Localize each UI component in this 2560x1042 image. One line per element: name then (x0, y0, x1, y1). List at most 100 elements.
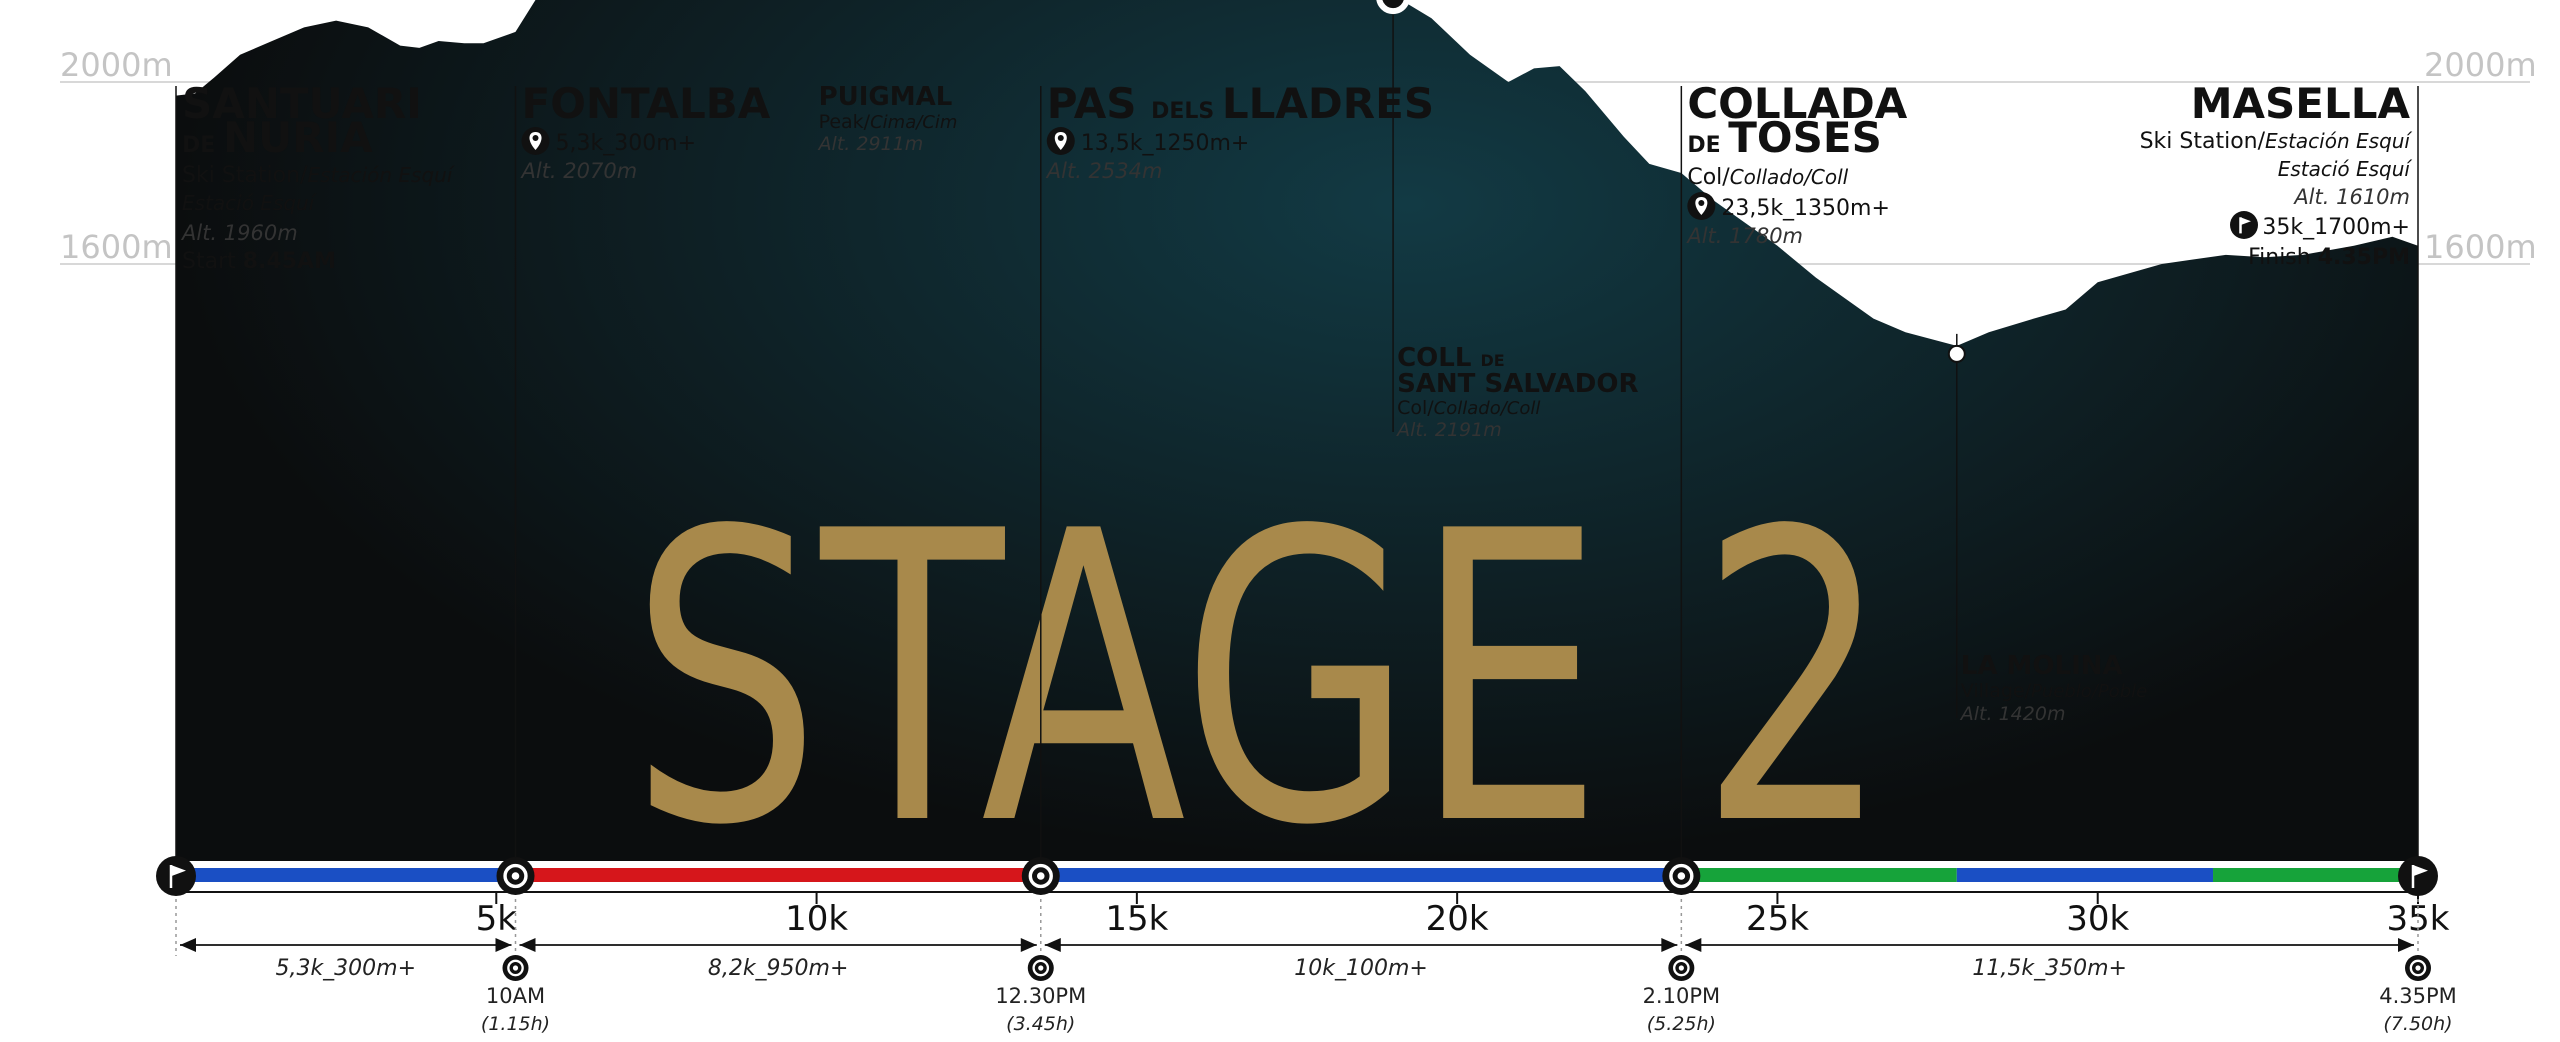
label-collada-name1: COLLADA (1687, 79, 1907, 128)
label-masella-dist-part: 35k_1700m+ (2262, 215, 2410, 240)
elapsed-label-2: (5.25h) (1647, 1013, 1716, 1035)
location-pin-icon-collada-hole (1698, 200, 1705, 206)
finish-flag-icon-flag (2413, 865, 2428, 877)
label-masella-name: MASELLA (2191, 79, 2411, 128)
watermark-group: STAGE 2 (630, 448, 1890, 861)
route-segment-5 (2213, 868, 2418, 882)
finish-flag-icon-bg (2398, 856, 2438, 896)
label-santuari-alt: Alt. 1960m (180, 221, 298, 245)
y-tick-label-left: 2000m (60, 46, 173, 84)
waypoint-lines (175, 0, 2419, 868)
route-segment-2 (1040, 868, 1682, 882)
label-puigmal-alt-part: Alt. 2911m (817, 133, 924, 155)
label-molina-type: Village/Pueblo/Poble (1961, 680, 2147, 702)
label-coll-type: Col/Collado/Coll (1397, 397, 1540, 419)
mountain-profile: STAGE 2 (176, 0, 2418, 861)
route-refreshment-icon-fontalba-ring (503, 863, 528, 889)
y-tick-label-right: 2000m (2424, 46, 2537, 84)
label-santuari-name1-part: SANTUARI (182, 79, 422, 128)
arrow-head-right (1020, 938, 1037, 952)
label-molina-alt-part: Alt. 1420m (1959, 703, 2066, 725)
route-refreshment-icon-fontalba (496, 857, 535, 895)
arrow-head-left (180, 938, 196, 952)
route-segment-1 (515, 868, 1041, 882)
label-puigmal-type: Peak/Cima/Cim (819, 111, 958, 133)
label-masella-name-part: MASELLA (2191, 79, 2411, 128)
section-labels: 5,3k_300m+ 8,2k_950m+ 10k_100m+ 11,5k_350m+ (180, 938, 2414, 981)
time-label-3: 4.35PM (2379, 984, 2457, 1008)
label-fontalba-name-part: FONTALBA (522, 79, 771, 128)
time-label-0: 10AM (486, 984, 545, 1008)
label-santuari-type-part: Ski Station/ (182, 163, 308, 188)
y-tick-label-left: 1600m (60, 228, 173, 266)
label-puigmal-type-part: Cima/Cim (870, 112, 957, 133)
section-label-2: 10k_100m+ (1294, 956, 1428, 981)
label-collada-type-part: Collado/Coll (1730, 165, 1849, 189)
location-pin-icon-pas-hole (1057, 135, 1064, 141)
x-tick-label: 30k (2066, 899, 2129, 939)
label-pas-alt-part: Alt. 2534m (1045, 159, 1163, 183)
label-coll-name1-part: DE (1480, 351, 1504, 370)
arrow-head-left (1044, 938, 1061, 952)
x-tick-label: 35k (2387, 899, 2450, 939)
label-coll-type-part: Collado/Coll (1434, 398, 1541, 419)
route-bar (176, 863, 2418, 893)
location-pin-icon-pas (1046, 127, 1075, 155)
label-masella-finish-part: 4.35PM (2318, 245, 2410, 270)
arrow-head-right (495, 938, 512, 952)
label-santuari-start-part: 8.45AM (243, 249, 336, 274)
start-flag-icon-flag (171, 865, 186, 877)
label-masella-type: Ski Station/Estación Esquí (2140, 129, 2413, 154)
label-santuari-type: Ski Station/Estación Esquí (182, 163, 455, 188)
label-puigmal-name: PUIGMAL (819, 82, 953, 112)
arrow-head-left (1685, 938, 1702, 952)
label-puigmal-alt: Alt. 2911m (817, 133, 924, 155)
location-pin-icon-collada (1687, 192, 1716, 220)
start-flag-icon-bg (156, 856, 196, 896)
label-masella-type-part: Estación Esquí (2265, 129, 2412, 153)
time-label-1: 12.30PM (995, 984, 1086, 1008)
label-collada-name1-part: COLLADA (1687, 79, 1907, 128)
label-santuari-name2: DE NURIA (182, 113, 373, 162)
x-tick-label: 5k (476, 899, 518, 939)
label-coll-alt: Alt. 2191m (1395, 419, 1502, 441)
label-collada-alt: Alt. 1780m (1685, 224, 1803, 248)
route-refreshment-icon-collada-toses-ring (1669, 863, 1694, 889)
route-refreshment-icon-collada-toses-dot (1677, 872, 1686, 880)
markers: 10AM (1.15h) 12.30PM (3.45h) 2.10PM (5.25h) 4.… (156, 0, 2457, 1035)
label-pas-dist-part: 13,5k_1250m+ (1081, 131, 1250, 156)
label-santuari-name2-part: NURIA (223, 113, 373, 162)
label-fontalba-dist: 5,3k_300m+ (556, 131, 697, 156)
finish-flag-icon-label-flag (2240, 217, 2251, 226)
label-santuari-start-part: Start (182, 249, 243, 274)
section-label-0: 5,3k_300m+ (275, 956, 416, 981)
label-coll-name2-part: SANT SALVADOR (1397, 369, 1638, 399)
label-santuari-name1: SANTUARI (182, 79, 422, 128)
location-pin-icon-fontalba (521, 127, 550, 155)
route-segment-0 (176, 868, 516, 882)
label-santuari-name2-part: DE (182, 133, 223, 158)
label-collada-type-part: Col/ (1687, 165, 1730, 190)
label-masella-type-part: Ski Station/ (2140, 129, 2266, 154)
x-axis: 5k 10k 15k 20k 25k 30k 35k (175, 892, 2450, 956)
route-refreshment-icon-pas-dels-lladres-dot (1036, 872, 1045, 880)
label-collada-dist-part: 23,5k_1350m+ (1721, 196, 1890, 221)
y-tick-label-right: 1600m (2424, 228, 2537, 266)
time-label-2: 2.10PM (1643, 984, 1721, 1008)
label-molina-type-part: Village/ (1961, 680, 2032, 702)
label-masella-type2: Estació Esquí (2278, 157, 2413, 181)
time-refresh-icon-3-dot (2415, 965, 2421, 971)
label-santuari-alt-part: Alt. 1960m (180, 221, 298, 245)
mountain-silhouette (176, 0, 2418, 861)
label-molina-name-part: LA MOLINA (1961, 651, 2123, 681)
label-molina-type-part: Pueblo/Poble (2031, 681, 2147, 702)
location-pin-icon-fontalba-hole (532, 135, 539, 141)
time-refresh-icon-2-ring (1673, 959, 1690, 977)
label-santuari-start: Start 8.45AM (182, 249, 336, 274)
label-coll-name1-part: COLL (1397, 343, 1480, 373)
label-collada-type: Col/Collado/Coll (1687, 165, 1848, 190)
label-pas-name-part: PAS (1047, 79, 1151, 128)
x-tick-label: 25k (1746, 899, 1809, 939)
label-puigmal-name-part: PUIGMAL (819, 82, 953, 112)
